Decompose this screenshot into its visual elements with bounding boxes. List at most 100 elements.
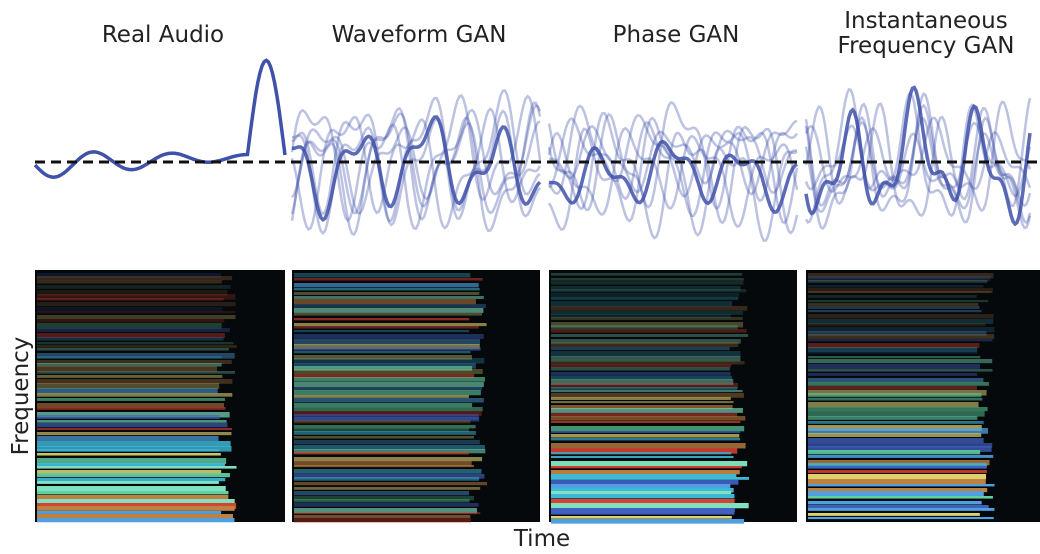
spectrogram-band [808,327,995,333]
spectrogram-band [808,319,994,324]
spectrogram-band [551,387,738,390]
spectrogram-band [294,440,480,445]
spectrogram-band [808,343,980,348]
spectrogram-band [294,403,473,408]
spectrogram-band [808,402,979,408]
spectrogram-band [551,293,740,298]
spectrogram-band [551,508,735,513]
spectrogram-band [808,300,989,303]
spectrogram-band [294,278,483,281]
spectrogram-band [808,501,982,505]
spectrogram-band [37,298,224,301]
spectrogram-band [808,347,978,352]
spectrogram-band [808,491,984,497]
waveform [804,100,1032,218]
spectrogram-band [37,280,222,284]
waveform [33,58,287,179]
spectrogram-band [294,355,472,360]
spectrogram-band [37,371,236,374]
spectrogram-band [294,503,479,507]
spectrogram-band [294,374,475,378]
spectrogram-band [37,420,227,423]
spectrogram-band [294,420,471,424]
spectrogram-band [551,494,735,499]
waveform [292,96,541,236]
spectrogram-band [294,382,484,388]
spectrogram-band [37,342,234,345]
waveform [548,125,798,194]
spectrogram-band [551,474,737,480]
spectrogram-band [294,334,484,339]
spectrogram-band [294,425,476,429]
waveform [804,117,1032,214]
spectrogram-band [808,295,977,298]
spectrogram-band [294,323,487,327]
spectrogram-band [808,517,994,520]
spectrogram-band [37,379,233,384]
waveform [804,85,1032,227]
spectrogram-band [37,311,236,314]
spectrogram-band [808,369,993,372]
spectrogram-band [551,329,747,333]
spectrogram-band [551,488,734,493]
spectrogram-band [37,503,237,509]
spectrogram-band [37,345,237,348]
spectrogram-band [37,363,222,367]
spectrogram-band [294,515,471,518]
spectrogram-band [808,276,991,281]
spectrogram-band [551,480,739,485]
spectrogram-band [808,314,994,319]
waveform [804,92,1032,231]
spectrogram-band [551,434,740,438]
waveform [804,87,1032,225]
spectrogram-band [551,519,745,524]
spectrogram-band [37,366,218,372]
spectrogram-band [551,413,738,417]
spectrogram-band [551,456,734,459]
spectrogram-band [37,436,219,442]
spectrogram-band [294,395,469,398]
spectrogram-band [294,491,470,496]
spectrogram-band [808,411,985,417]
spectrogram-band [551,356,741,362]
spectrogram-band [551,273,743,276]
spectrogram-band [37,491,229,495]
spectrogram-band [37,495,229,500]
spectrogram-band [294,292,480,296]
spectrogram-band [808,428,989,434]
spectrogram-band [294,487,481,490]
waveform [290,101,542,237]
spectrogram-band [294,387,482,391]
spectrogram-band [551,379,734,385]
spectrogram-band [808,280,988,283]
spectrogram-band [294,449,486,454]
spectrogram-band [551,503,749,509]
spectrogram-band [37,486,226,492]
spectrogram-band [294,518,471,524]
spectrogram-band [37,506,235,511]
spectrogram-band [808,513,980,516]
spectrogram-band [37,398,225,401]
spectrogram-band [294,457,483,462]
spectrogram-band [551,491,732,496]
spectrogram-band [808,450,981,455]
spectrogram-band [808,339,993,342]
spectrogram-band [37,514,234,519]
spectrogram-band [37,375,223,378]
spectrogram-band [808,438,984,444]
spectrogram-band [551,431,741,434]
spectrogram-band [294,398,484,403]
spectrogram-band [294,351,471,354]
spectrogram-band [808,455,994,458]
spectrogram-band [294,326,479,329]
spectrogram-band [808,446,992,452]
spectrogram-band [294,339,480,345]
waveform [547,101,799,225]
spectrogram-band [808,470,987,474]
spectrogram-band [37,337,224,341]
spectrogram-band [37,290,228,296]
waveform [290,104,542,215]
spectrogram-band [294,347,481,351]
spectrogram-band [808,356,981,359]
spectrogram-band [551,397,731,400]
